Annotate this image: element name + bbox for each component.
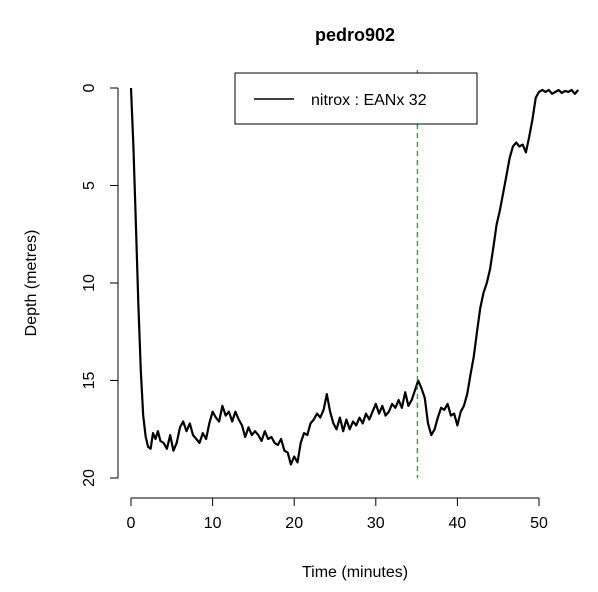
chart-title: pedro902 [315, 25, 395, 45]
x-axis: 0 10 20 30 40 50 [127, 497, 548, 532]
x-tick-label: 50 [530, 515, 548, 532]
series-layer [129, 87, 580, 466]
legend-label-nitrox: nitrox : EANx 32 [311, 92, 427, 109]
series-line-nitrox [129, 87, 580, 466]
plot-frame [118, 70, 592, 477]
x-tick-label: 30 [367, 515, 385, 532]
y-tick-label: 15 [81, 372, 98, 390]
y-tick-label: 10 [81, 274, 98, 292]
x-tick-label: 10 [204, 515, 222, 532]
y-axis: 0 5 10 15 20 [81, 83, 119, 487]
y-tick-label: 20 [81, 469, 98, 487]
y-tick-label: 0 [81, 83, 98, 92]
y-tick-label: 5 [81, 181, 98, 190]
y-axis-label: Depth (metres) [23, 230, 40, 337]
x-tick-label: 0 [127, 515, 136, 532]
x-tick-label: 20 [285, 515, 303, 532]
x-axis-label: Time (minutes) [302, 564, 408, 581]
x-tick-label: 40 [449, 515, 467, 532]
legend: nitrox : EANx 32 [234, 72, 478, 125]
